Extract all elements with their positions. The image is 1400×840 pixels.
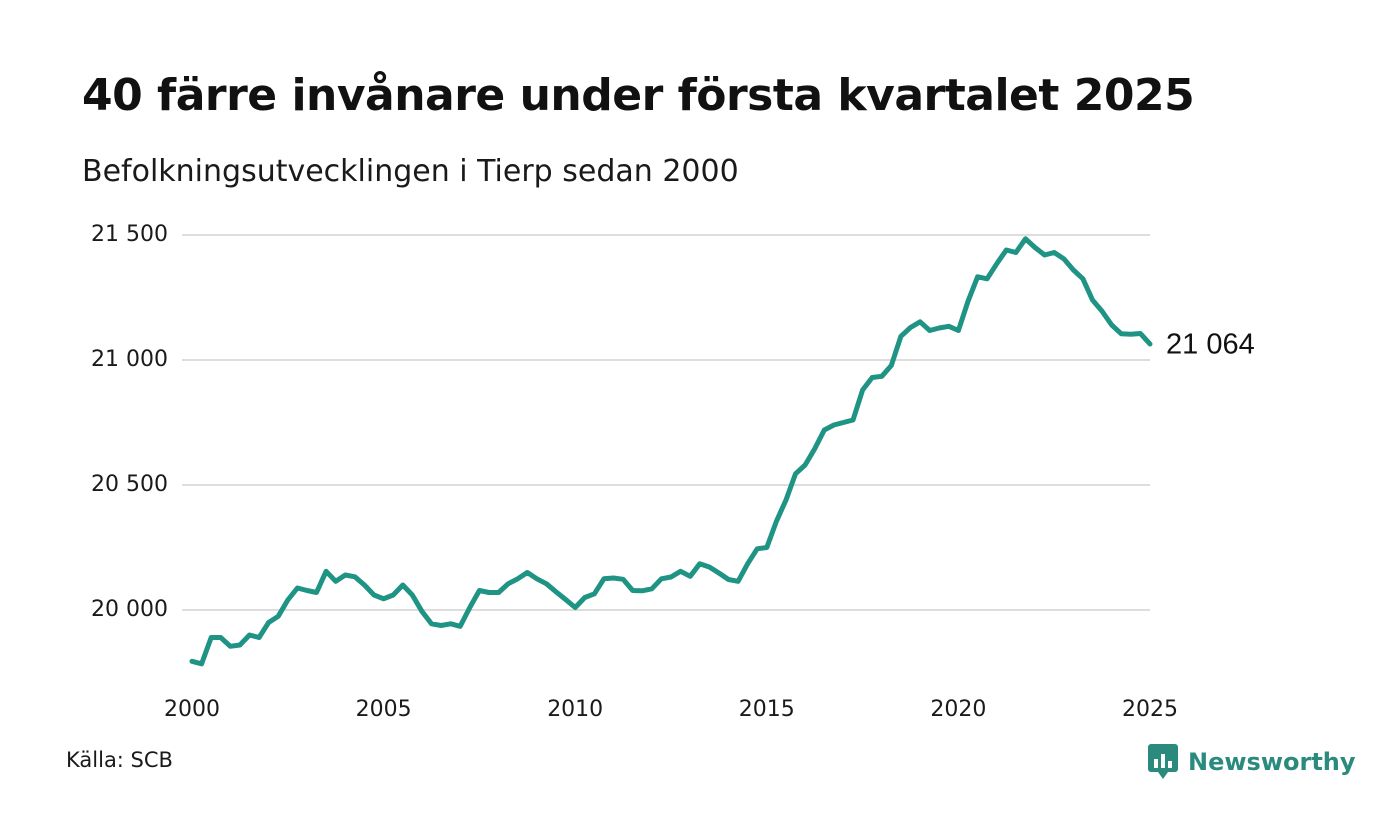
newsworthy-logo: Newsworthy	[1148, 744, 1356, 780]
chart-title: 40 färre invånare under första kvartalet…	[82, 70, 1195, 121]
y-axis-tick-labels: 20 000 20 500 21 000 21 500	[91, 222, 168, 622]
x-axis-tick-labels: 2000 2005 2010 2015 2020 2025	[164, 697, 1178, 722]
chart-subtitle: Befolkningsutvecklingen i Tierp sedan 20…	[82, 154, 739, 189]
y-tick-label: 20 000	[91, 597, 168, 622]
newsworthy-brand-text: Newsworthy	[1188, 748, 1356, 776]
x-tick-label: 2010	[547, 697, 603, 722]
y-tick-label: 21 000	[91, 347, 168, 372]
population-line	[189, 236, 1153, 667]
x-tick-label: 2020	[930, 697, 986, 722]
newsworthy-chart-icon	[1148, 744, 1178, 779]
x-tick-label: 2015	[739, 697, 795, 722]
last-value-label: 21 064	[1166, 329, 1255, 361]
source-note: Källa: SCB	[66, 748, 173, 772]
gridlines	[182, 234, 1150, 611]
y-tick-label: 21 500	[91, 222, 168, 247]
y-tick-label: 20 500	[91, 472, 168, 497]
x-tick-label: 2005	[356, 697, 412, 722]
x-tick-label: 2000	[164, 697, 220, 722]
x-tick-label: 2025	[1122, 697, 1178, 722]
